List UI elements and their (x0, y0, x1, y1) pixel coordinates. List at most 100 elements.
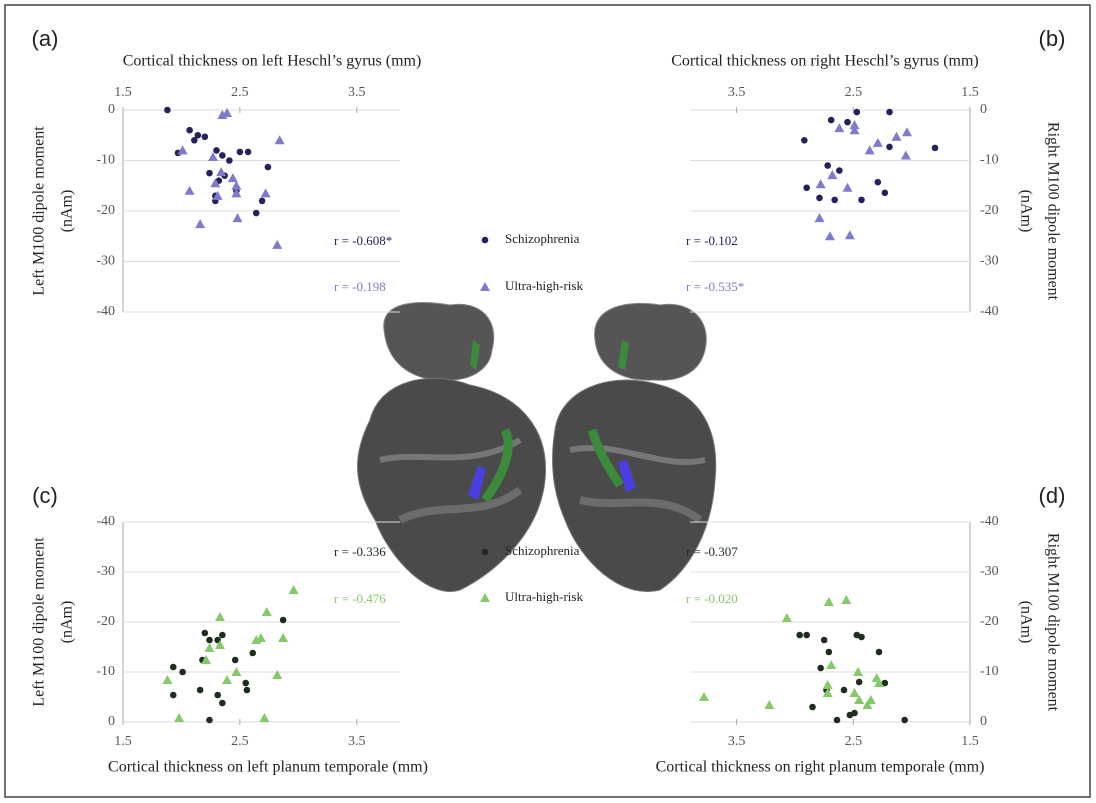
point (242, 679, 250, 687)
point (231, 180, 242, 190)
point (901, 716, 908, 724)
point (809, 703, 816, 711)
point (212, 190, 223, 200)
point (278, 633, 289, 642)
point (855, 678, 863, 686)
point (214, 691, 221, 699)
point (886, 108, 893, 116)
y-tick-label: -20 (96, 203, 115, 218)
point (169, 691, 177, 699)
annotation: r = -0.336 (334, 544, 386, 559)
y-tick-label: -30 (980, 254, 999, 269)
point (764, 700, 775, 709)
y-tick-label: -30 (96, 564, 115, 579)
point (274, 135, 285, 145)
point (255, 633, 266, 642)
x-axis-title: Cortical thickness on right Heschl’s gyr… (671, 53, 979, 70)
point (164, 106, 171, 114)
point (822, 688, 833, 697)
point (231, 667, 242, 676)
x-tick-label: 1.5 (961, 85, 979, 100)
point (222, 108, 233, 118)
point (853, 108, 861, 116)
y-axis-title: (nAm) (59, 190, 76, 233)
y-axis-title: (nAm) (59, 601, 76, 644)
point (244, 148, 252, 156)
point (200, 655, 211, 664)
y-tick-label: -30 (980, 564, 999, 579)
point (865, 695, 876, 704)
point (881, 189, 889, 197)
panel-label: (a) (32, 26, 59, 51)
point (825, 648, 833, 656)
point (215, 612, 226, 621)
point (204, 643, 215, 652)
point (219, 152, 226, 159)
x-tick-label: 1.5 (961, 734, 979, 749)
y-tick-label: -40 (980, 514, 999, 529)
point (886, 143, 893, 151)
point (177, 145, 188, 155)
point (249, 649, 257, 657)
point (216, 167, 227, 177)
point (210, 178, 221, 188)
point (222, 675, 233, 684)
point (174, 713, 185, 722)
point (881, 679, 889, 687)
point (236, 148, 244, 156)
point (243, 686, 251, 694)
y-tick-label: -20 (980, 203, 999, 218)
point (781, 613, 792, 622)
point (260, 188, 271, 198)
annotation: r = -0.476 (334, 591, 386, 606)
point (846, 711, 854, 719)
y-tick-label: -10 (980, 153, 999, 168)
point (858, 633, 865, 641)
point (817, 664, 824, 672)
annotation: r = -0.608* (334, 233, 392, 248)
legend-marker (481, 548, 489, 556)
y-axis-title: Right M100 dipole moment (1044, 533, 1061, 712)
point (864, 145, 875, 155)
point (849, 688, 860, 697)
point (186, 126, 193, 134)
point (823, 597, 834, 606)
point (816, 194, 823, 202)
point (844, 230, 855, 240)
point (179, 668, 186, 676)
point (844, 118, 851, 126)
point (206, 169, 213, 177)
legend-label: Ultra-high-risk (505, 278, 583, 293)
x-tick-label: 3.5 (348, 734, 366, 749)
point (803, 631, 810, 639)
point (206, 716, 213, 724)
point (232, 213, 243, 223)
point (227, 173, 238, 183)
y-tick-label: -20 (96, 614, 115, 629)
annotation: r = -0.307 (686, 544, 738, 559)
point (196, 686, 204, 694)
point (827, 170, 838, 180)
y-tick-label: 0 (980, 714, 987, 729)
y-axis-title: Left M100 dipole moment (31, 537, 48, 707)
point (258, 197, 266, 205)
panel-label: (c) (32, 483, 58, 508)
x-tick-label: 2.5 (845, 85, 863, 100)
y-tick-label: -10 (96, 664, 115, 679)
point (874, 178, 882, 186)
point (833, 716, 841, 724)
point (194, 131, 202, 139)
point (831, 196, 838, 204)
y-tick-label: 0 (108, 102, 115, 117)
annotation: r = -0.020 (686, 591, 738, 606)
y-tick-label: 0 (108, 714, 115, 729)
y-tick-label: -30 (96, 254, 115, 269)
point (836, 167, 843, 174)
point (825, 231, 835, 241)
point (931, 144, 939, 152)
y-axis-title: (nAm) (1017, 190, 1034, 233)
point (801, 137, 808, 144)
point (875, 648, 883, 656)
x-tick-label: 3.5 (348, 85, 366, 100)
